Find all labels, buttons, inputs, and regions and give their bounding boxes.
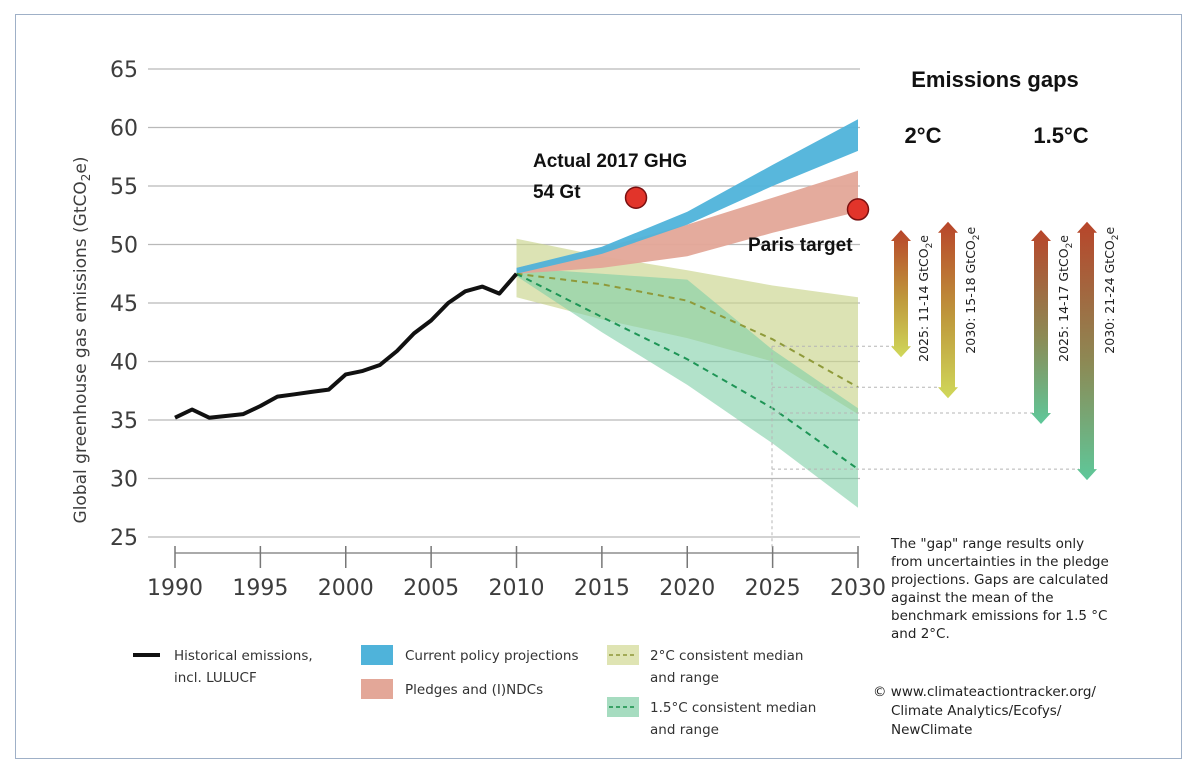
gap-label-post: e (916, 235, 931, 243)
median-line (516, 272, 859, 470)
historical-line (174, 272, 519, 420)
y-tick-label: 40 (110, 351, 138, 376)
gap-arrow (1077, 221, 1097, 481)
legend-pledges-swatch (361, 679, 393, 699)
note-line: projections. Gaps are calculated (891, 572, 1108, 588)
note-line: The "gap" range results only (890, 536, 1084, 552)
gap-guides (771, 345, 1079, 548)
source-line: © www.climateactiontracker.org/ (873, 684, 1096, 700)
note-line: and 2°C. (891, 626, 950, 642)
y-tick-label: 30 (110, 468, 138, 493)
legend-current-swatch (361, 645, 393, 665)
median-line (516, 272, 859, 389)
gap-label-main: 2030: 21-24 GtCO (1102, 240, 1117, 354)
gap-arrow (891, 229, 911, 358)
series-lines (174, 186, 870, 470)
gap-label-sub: 2 (972, 235, 982, 241)
x-tick-label: 1990 (147, 576, 203, 601)
gap-label-post: e (1056, 235, 1071, 243)
y-tick-label: 45 (110, 292, 138, 317)
gaps-title: Emissions gaps (911, 67, 1079, 92)
legend-historical-label-2: incl. LULUCF (174, 670, 257, 686)
gap-arrow-label: 2025: 14-17 GtCO2e (1056, 235, 1075, 362)
source-credit: © www.climateactiontracker.org/ Climate … (873, 684, 1096, 738)
y-tick-label: 55 (110, 175, 138, 200)
legend-2c-label-2: and range (650, 670, 719, 686)
annotation-actual-54gt: 54 Gt (533, 182, 581, 203)
legend-15c-label-2: and range (650, 722, 719, 738)
y-tick-label: 25 (110, 526, 138, 551)
gaps-2c-heading: 2°C (905, 123, 942, 148)
x-tick-label: 2030 (830, 576, 886, 601)
legend-historical-label: Historical emissions, (174, 648, 313, 664)
gap-label-post: e (963, 227, 978, 235)
x-tick-label: 1995 (232, 576, 288, 601)
y-tick-label: 60 (110, 117, 138, 142)
axes: 65 60 55 50 45 40 35 30 25 1990 1995 2000 2005 2010 20… (110, 58, 886, 601)
actual-2017-marker (624, 186, 648, 209)
x-tick-label: 2005 (403, 576, 459, 601)
range-band (516, 267, 858, 508)
gap-arrow (1031, 229, 1051, 424)
note-line: from uncertainties in the pledge (891, 554, 1109, 570)
gap-label-sub: 2 (925, 243, 935, 249)
y-tick-label: 50 (110, 234, 138, 259)
x-tick-label: 2025 (745, 576, 801, 601)
gap-label-sub: 2 (1111, 235, 1121, 241)
note-line: against the mean of the (891, 590, 1054, 606)
annotation-actual-2017: Actual 2017 GHG (533, 151, 687, 172)
gap-arrow-label: 2025: 11-14 GtCO2e (916, 235, 935, 362)
gap-label-main: 2030: 15-18 GtCO (963, 240, 978, 354)
source-line: Climate Analytics/Ecofys/ (891, 703, 1062, 719)
legend-15c-label: 1.5°C consistent median (650, 700, 816, 716)
legend-2c-label: 2°C consistent median (650, 648, 803, 664)
gap-arrow-label: 2030: 21-24 GtCO2e (1102, 227, 1121, 354)
source-line: NewClimate (891, 722, 972, 738)
gap-label-main: 2025: 14-17 GtCO (1056, 248, 1071, 362)
x-tick-label: 2020 (659, 576, 715, 601)
y-axis-label: Global greenhouse gas emissions (GtCO2e) (71, 157, 93, 524)
y-tick-label: 65 (110, 58, 138, 83)
gap-arrow-label: 2030: 15-18 GtCO2e (963, 227, 982, 354)
x-tick-label: 2015 (574, 576, 630, 601)
y-axis-label-post: e) (71, 157, 91, 174)
paris-target-marker (846, 198, 870, 221)
y-axis-label-main: Global greenhouse gas emissions (GtCO (71, 181, 91, 523)
gap-label-main: 2025: 11-14 GtCO (916, 248, 931, 362)
gap-label-sub: 2 (1065, 243, 1075, 249)
figure-frame (15, 14, 1182, 759)
legend-pledges-label: Pledges and (I)NDCs (405, 682, 543, 698)
gap-arrow (938, 221, 958, 399)
gaps-15c-heading: 1.5°C (1033, 123, 1088, 148)
y-axis-label-sub: 2 (79, 174, 93, 182)
x-tick-label: 2010 (489, 576, 545, 601)
note-line: benchmark emissions for 1.5 °C (891, 608, 1107, 624)
y-tick-label: 35 (110, 409, 138, 434)
x-tick-label: 2000 (318, 576, 374, 601)
gap-label-post: e (1102, 227, 1117, 235)
legend-current-label: Current policy projections (405, 648, 578, 664)
range-bands (516, 119, 858, 508)
annotation-paris-target: Paris target (748, 235, 853, 256)
gap-note: The "gap" range results only from uncert… (890, 536, 1109, 642)
legend: Historical emissions, incl. LULUCF Curre… (133, 645, 816, 738)
